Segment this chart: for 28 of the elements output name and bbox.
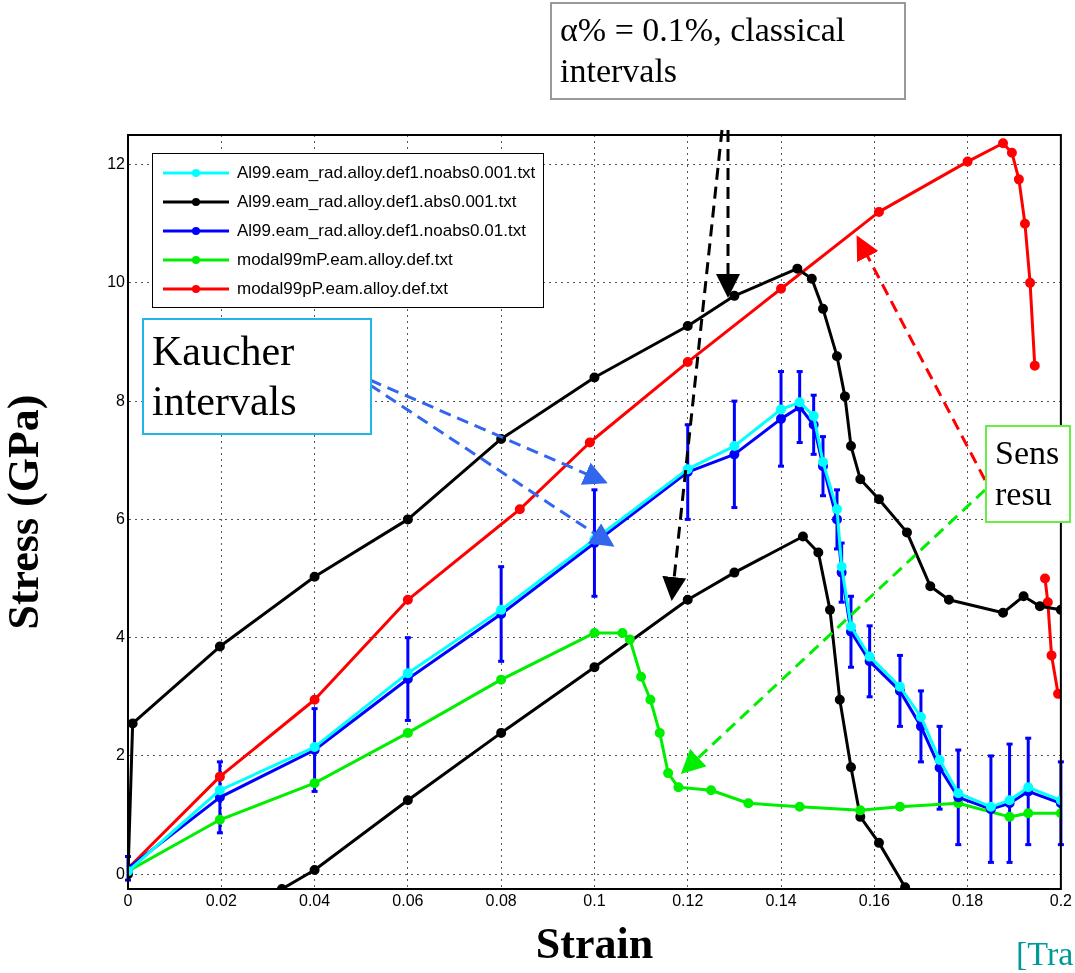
x-tick-label: 0.2 [1049,892,1073,910]
annotation: Kaucher intervals [142,318,372,435]
legend-label: modal99mP.eam.alloy.def.txt [237,249,453,270]
y-tick-label: 12 [107,154,126,172]
y-tick-label: 0 [116,864,126,882]
text: α% = 0.1%, classical intervals [550,2,906,100]
legend-label: modal99pP.eam.alloy.def.txt [237,278,449,299]
y-tick-label: 4 [116,628,126,646]
x-tick-label: 0.14 [765,892,797,910]
y-tick-label: 6 [116,509,126,527]
x-axis-title: Strain [535,918,654,968]
x-tick-label: 0.06 [392,892,424,910]
text: [Tra [1015,934,1074,973]
legend-label: Al99.eam_rad.alloy.def1.noabs0.001.txt [237,162,536,183]
x-tick-label: 0.02 [205,892,237,910]
x-tick-label: 0.1 [583,892,606,910]
x-tick-label: 0.18 [952,892,984,910]
x-tick-label: 0.04 [299,892,331,910]
y-tick-label: 2 [116,746,126,764]
y-tick-label: 8 [116,391,126,409]
y-axis-title: Stress (GPa) [0,394,48,630]
annotation: Sens resu [985,425,1071,523]
legend-label: Al99.eam_rad.alloy.def1.abs0.001.txt [237,191,517,212]
y-tick-label: 10 [107,273,126,291]
x-tick-label: 0.12 [672,892,704,910]
x-tick-label: 0.08 [485,892,517,910]
x-tick-label: 0.16 [858,892,890,910]
legend-label: Al99.eam_rad.alloy.def1.noabs0.01.txt [237,220,526,241]
